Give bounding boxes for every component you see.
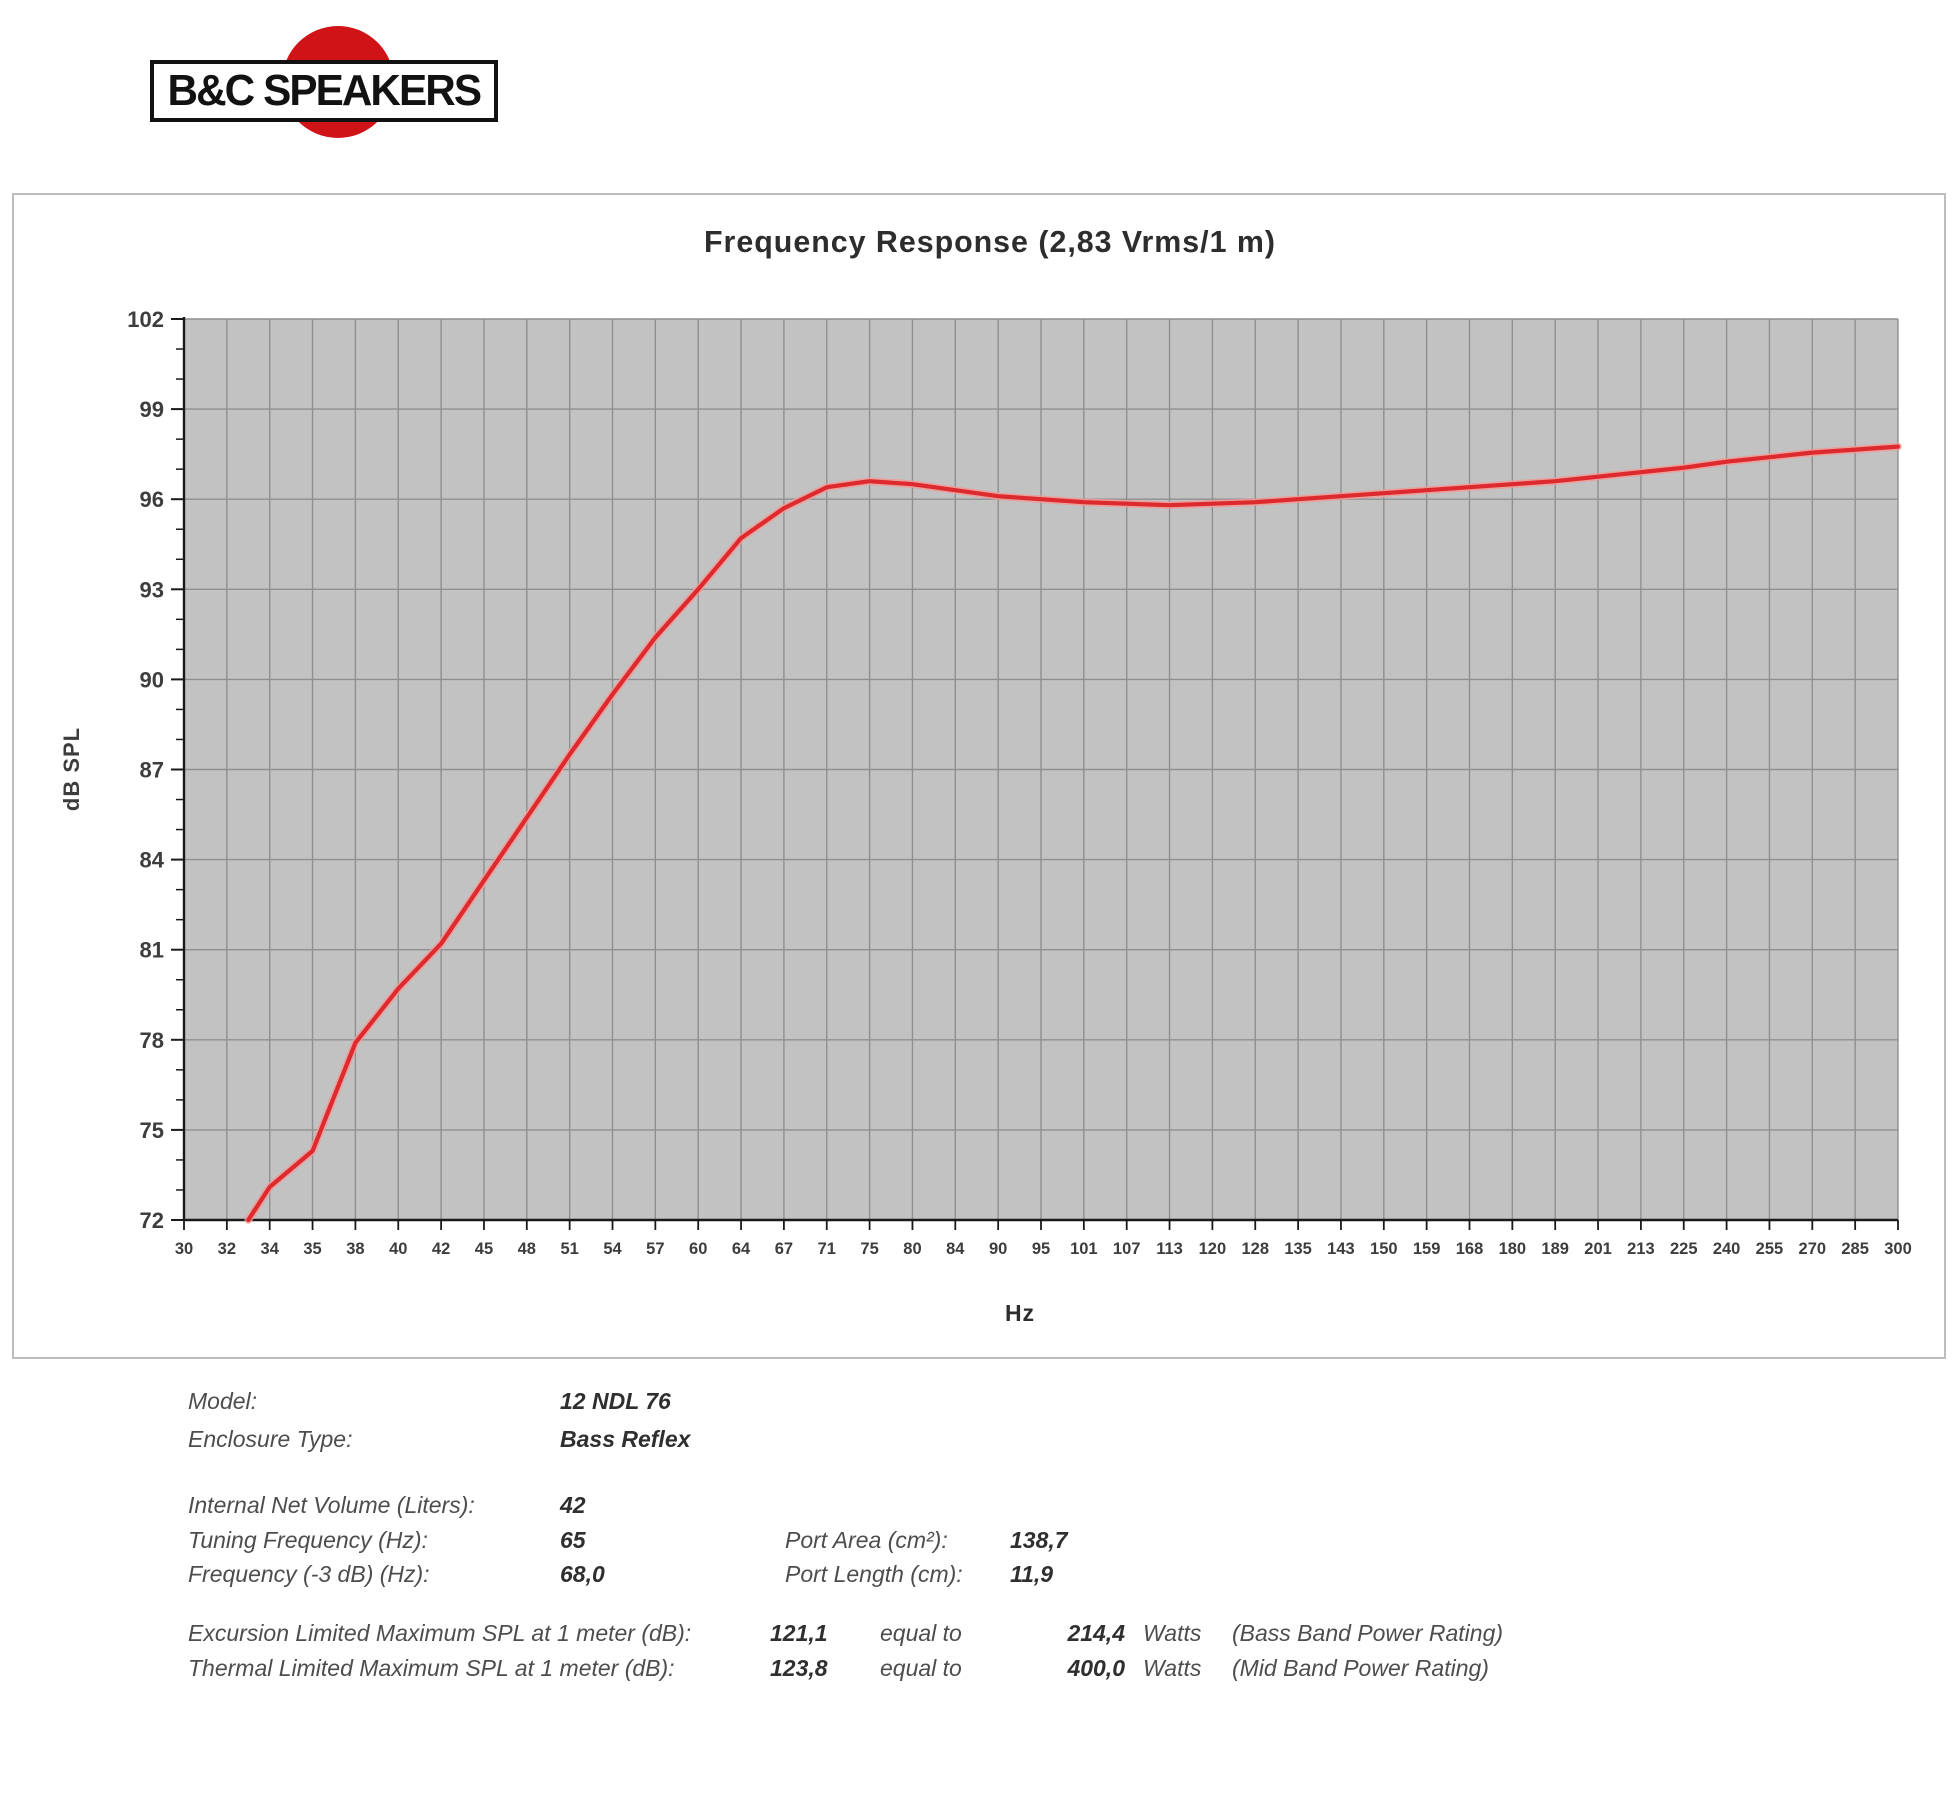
y-axis-title: dB SPL xyxy=(59,726,84,812)
enclosure-value: Bass Reflex xyxy=(560,1426,691,1452)
x-tick-label: 30 xyxy=(175,1240,193,1258)
x-tick-label: 71 xyxy=(818,1240,836,1258)
response-curve xyxy=(246,444,1901,1223)
port-length-value: 11,9 xyxy=(1010,1561,1054,1587)
y-tick-label: 96 xyxy=(140,487,164,512)
x-tick-label: 95 xyxy=(1032,1240,1050,1258)
y-tick-label: 78 xyxy=(140,1028,164,1053)
y-tick-label: 75 xyxy=(140,1118,164,1143)
f3-value: 68,0 xyxy=(560,1561,605,1587)
y-tick-label: 102 xyxy=(127,307,164,332)
port-length-label: Port Length (cm): xyxy=(785,1561,963,1587)
excursion-watts-unit: Watts xyxy=(1143,1620,1202,1646)
x-tick-label: 40 xyxy=(389,1240,407,1258)
excursion-note: (Bass Band Power Rating) xyxy=(1232,1620,1504,1646)
tuning-label: Tuning Frequency (Hz): xyxy=(188,1527,428,1553)
thermal-note: (Mid Band Power Rating) xyxy=(1232,1655,1489,1681)
volume-label: Internal Net Volume (Liters): xyxy=(188,1492,475,1518)
x-tick-label: 60 xyxy=(689,1240,707,1258)
logo-box: B&C SPEAKERS xyxy=(150,60,498,122)
thermal-value: 123,8 xyxy=(770,1655,828,1681)
x-tick-label: 38 xyxy=(346,1240,364,1258)
x-tick-label: 180 xyxy=(1499,1240,1527,1258)
x-tick-label: 34 xyxy=(261,1240,280,1258)
x-tick-label: 84 xyxy=(946,1240,965,1258)
x-tick-label: 113 xyxy=(1156,1240,1183,1258)
x-tick-label: 75 xyxy=(860,1240,878,1258)
f3-label: Frequency (-3 dB) (Hz): xyxy=(188,1561,430,1587)
x-tick-label: 35 xyxy=(303,1240,321,1258)
volume-value: 42 xyxy=(560,1492,586,1518)
thermal-label: Thermal Limited Maximum SPL at 1 meter (… xyxy=(188,1655,675,1681)
x-tick-label: 80 xyxy=(903,1240,921,1258)
thermal-watts: 400,0 xyxy=(1067,1655,1125,1681)
frequency-response-chart: 30 32 34 35 38 40 42 45 48 51 54 57 60 64 67 71 75 80 84 90… xyxy=(127,307,1912,1258)
y-tick-label: 84 xyxy=(140,848,165,873)
y-tick-label: 99 xyxy=(140,397,164,422)
tuning-value: 65 xyxy=(560,1527,586,1553)
port-area-value: 138,7 xyxy=(1010,1527,1068,1553)
x-tick-label: 300 xyxy=(1884,1240,1912,1258)
x-tick-label: 159 xyxy=(1413,1240,1441,1258)
chart-title: Frequency Response (2,83 Vrms/1 m) xyxy=(704,224,1276,259)
x-tick-label: 120 xyxy=(1199,1240,1227,1258)
thermal-watts-unit: Watts xyxy=(1143,1655,1202,1681)
x-tick-label: 168 xyxy=(1456,1240,1484,1258)
y-tick-label: 72 xyxy=(140,1208,164,1233)
y-tick-label: 87 xyxy=(140,758,164,783)
x-axis-title: Hz xyxy=(1004,1300,1036,1326)
x-tick-label: 255 xyxy=(1756,1240,1784,1258)
x-tick-label: 240 xyxy=(1713,1240,1741,1258)
model-value: 12 NDL 76 xyxy=(560,1388,671,1414)
x-tick-label: 101 xyxy=(1070,1240,1098,1258)
x-tick-label: 67 xyxy=(775,1240,793,1258)
x-tick-label: 51 xyxy=(560,1240,578,1258)
port-area-label: Port Area (cm²): xyxy=(785,1527,948,1553)
x-tick-label: 189 xyxy=(1541,1240,1569,1258)
x-tick-label: 225 xyxy=(1670,1240,1698,1258)
x-tick-label: 143 xyxy=(1327,1240,1355,1258)
y-tick-label: 93 xyxy=(140,577,164,602)
x-tick-label: 57 xyxy=(646,1240,664,1258)
x-tick-label: 32 xyxy=(218,1240,236,1258)
thermal-equal: equal to xyxy=(880,1655,962,1681)
x-tick-label: 201 xyxy=(1584,1240,1612,1258)
excursion-label: Excursion Limited Maximum SPL at 1 meter… xyxy=(188,1620,692,1646)
x-tick-label: 285 xyxy=(1841,1240,1869,1258)
x-tick-label: 135 xyxy=(1284,1240,1312,1258)
x-tick-label: 54 xyxy=(603,1240,622,1258)
y-tick-label: 90 xyxy=(140,667,164,692)
x-tick-label: 64 xyxy=(732,1240,751,1258)
y-tick-label: 81 xyxy=(140,938,164,963)
excursion-value: 121,1 xyxy=(770,1620,828,1646)
bc-speakers-logo: B&C SPEAKERS xyxy=(150,26,550,146)
x-tick-label: 150 xyxy=(1370,1240,1398,1258)
x-tick-label: 270 xyxy=(1799,1240,1827,1258)
x-tick-label: 48 xyxy=(518,1240,536,1258)
x-tick-label: 107 xyxy=(1113,1240,1141,1258)
x-tick-label: 90 xyxy=(989,1240,1007,1258)
excursion-equal: equal to xyxy=(880,1620,962,1646)
model-label: Model: xyxy=(188,1388,258,1414)
x-tick-label: 128 xyxy=(1241,1240,1269,1258)
enclosure-label: Enclosure Type: xyxy=(188,1426,353,1452)
x-tick-label: 45 xyxy=(475,1240,493,1258)
logo-text: B&C SPEAKERS xyxy=(167,66,483,115)
excursion-watts: 214,4 xyxy=(1067,1620,1125,1646)
x-tick-label: 213 xyxy=(1627,1240,1655,1258)
x-tick-label: 42 xyxy=(432,1240,450,1258)
